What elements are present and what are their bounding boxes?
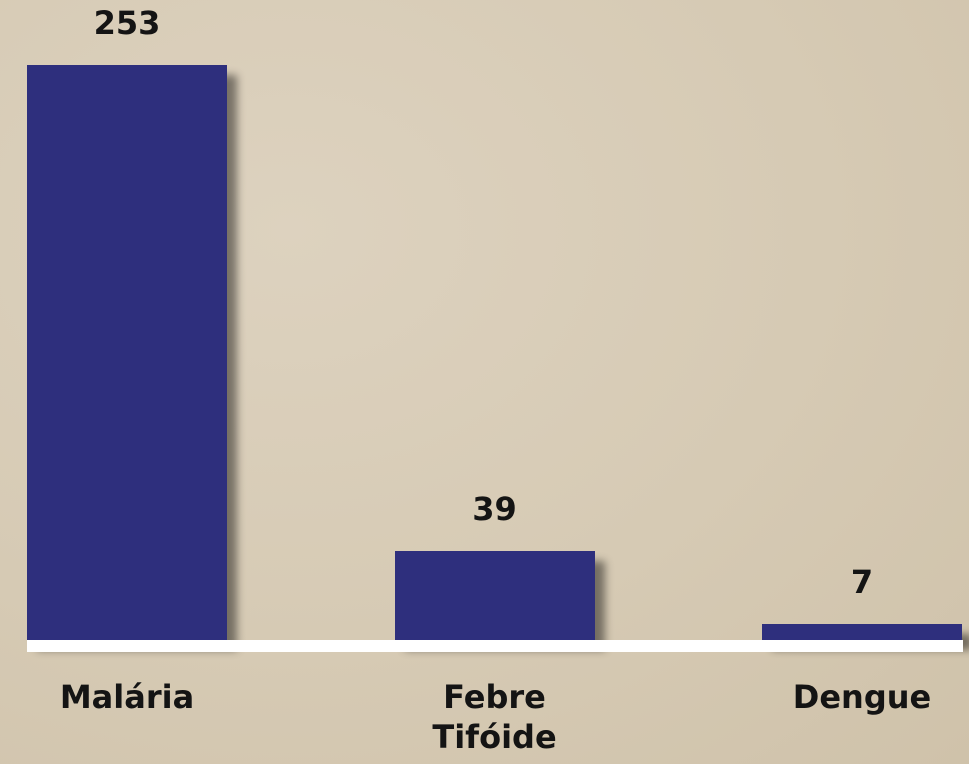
bar — [762, 624, 962, 640]
bar — [27, 65, 227, 640]
value-label: 39 — [472, 490, 517, 529]
value-label: 253 — [93, 4, 161, 42]
category-label: Dengue — [792, 678, 932, 716]
category-label: Febre Tifóide — [432, 678, 557, 756]
value-label: 7 — [850, 563, 874, 602]
bar — [394, 551, 595, 640]
baseline — [27, 640, 963, 652]
category-label: Malária — [59, 678, 195, 716]
